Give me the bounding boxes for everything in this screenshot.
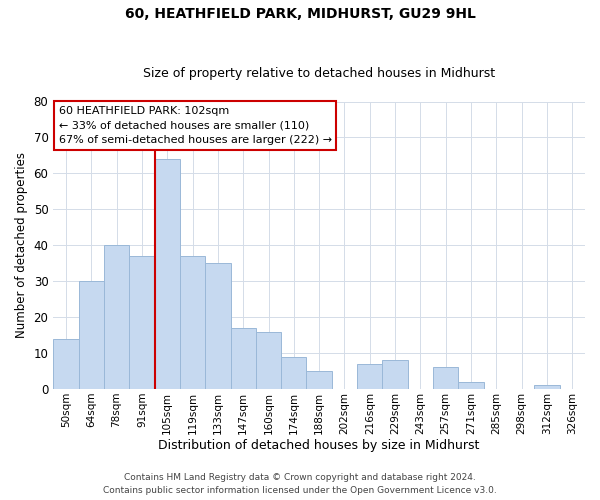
Y-axis label: Number of detached properties: Number of detached properties [15,152,28,338]
Bar [458,382,484,389]
Bar [357,364,382,389]
Bar [281,356,307,389]
Bar [230,328,256,389]
Text: Contains HM Land Registry data © Crown copyright and database right 2024.
Contai: Contains HM Land Registry data © Crown c… [103,474,497,495]
Bar [180,256,205,389]
Bar [307,371,332,389]
Bar [129,256,155,389]
Bar [382,360,408,389]
Title: Size of property relative to detached houses in Midhurst: Size of property relative to detached ho… [143,66,495,80]
Bar [256,332,281,389]
Bar [155,159,180,389]
X-axis label: Distribution of detached houses by size in Midhurst: Distribution of detached houses by size … [158,440,480,452]
Text: 60, HEATHFIELD PARK, MIDHURST, GU29 9HL: 60, HEATHFIELD PARK, MIDHURST, GU29 9HL [125,8,475,22]
Bar [79,281,104,389]
Bar [205,263,230,389]
Bar [104,246,129,389]
Text: 60 HEATHFIELD PARK: 102sqm
← 33% of detached houses are smaller (110)
67% of sem: 60 HEATHFIELD PARK: 102sqm ← 33% of deta… [59,106,332,146]
Bar [53,338,79,389]
Bar [433,368,458,389]
Bar [535,386,560,389]
